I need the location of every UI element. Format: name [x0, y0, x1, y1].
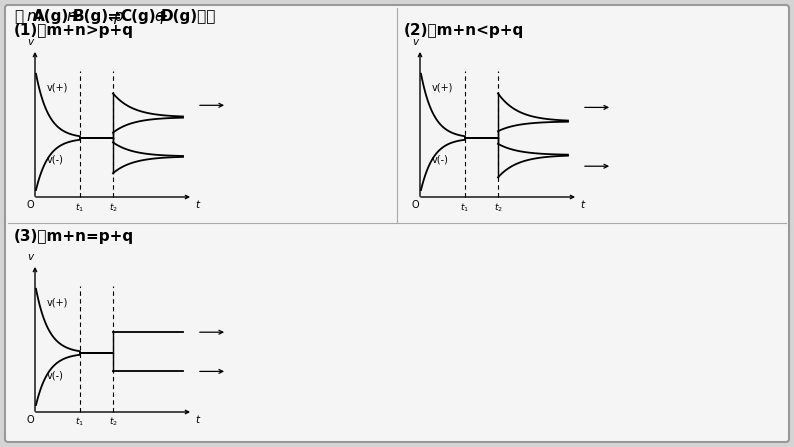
- Text: (2)若m+n<p+q: (2)若m+n<p+q: [404, 23, 524, 38]
- Text: v(-): v(-): [47, 370, 64, 380]
- Text: t: t: [580, 200, 584, 210]
- Text: v: v: [412, 37, 418, 47]
- Text: t: t: [195, 200, 199, 210]
- Text: $t_1$: $t_1$: [75, 416, 84, 429]
- Text: v(-): v(-): [432, 155, 449, 165]
- Text: m: m: [26, 9, 40, 24]
- Text: v(+): v(+): [47, 297, 68, 307]
- Text: $t_2$: $t_2$: [109, 201, 118, 214]
- Text: t: t: [195, 415, 199, 425]
- Text: O: O: [411, 200, 418, 210]
- Text: (3)若m+n=p+q: (3)若m+n=p+q: [14, 229, 134, 244]
- Text: D(g)为例: D(g)为例: [161, 9, 217, 24]
- Text: p: p: [113, 9, 122, 24]
- Text: 以: 以: [14, 9, 23, 24]
- Text: A(g)+: A(g)+: [33, 9, 82, 24]
- Text: v: v: [27, 37, 33, 47]
- Text: B(g)⇌: B(g)⇌: [73, 9, 121, 24]
- FancyBboxPatch shape: [5, 5, 789, 442]
- Text: n: n: [66, 9, 75, 24]
- Text: v(-): v(-): [47, 155, 64, 165]
- Text: $t_2$: $t_2$: [109, 416, 118, 429]
- Text: $t_2$: $t_2$: [494, 201, 503, 214]
- Text: O: O: [26, 200, 34, 210]
- Text: q: q: [154, 9, 164, 24]
- Text: $t_1$: $t_1$: [461, 201, 469, 214]
- Text: C(g)+: C(g)+: [120, 9, 168, 24]
- Text: (1)若m+n>p+q: (1)若m+n>p+q: [14, 23, 134, 38]
- Text: v(+): v(+): [432, 82, 453, 92]
- Text: v(+): v(+): [47, 82, 68, 92]
- Text: v: v: [27, 252, 33, 262]
- Text: O: O: [26, 415, 34, 425]
- Text: $t_1$: $t_1$: [75, 201, 84, 214]
